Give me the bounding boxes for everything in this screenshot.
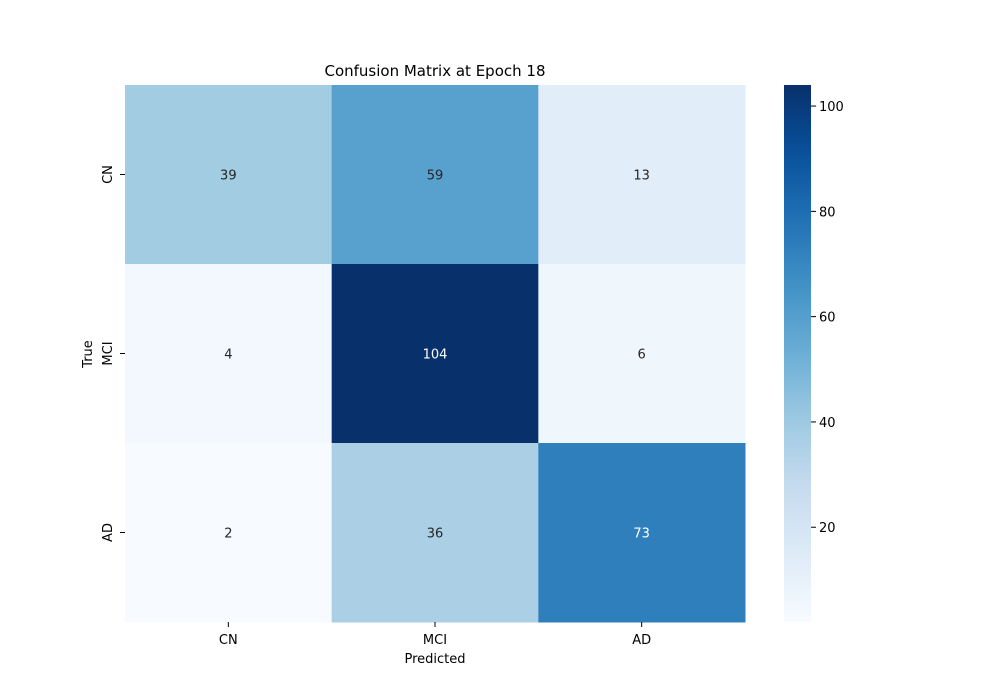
x-tick-label-mci: MCI [423, 633, 447, 648]
heatmap-cell-mci-mci [331, 264, 539, 444]
cell-value-label: 2 [224, 527, 232, 542]
y-tick-label-ad: AD [101, 523, 116, 542]
cell-value-label: 59 [427, 169, 444, 184]
y-axis-ticks: CN MCI AD [101, 165, 125, 542]
x-axis-ticks: CN MCI AD [219, 622, 651, 648]
colorbar-ticks: 20 40 60 80 100 [811, 100, 844, 536]
heatmap-cell-ad-ad [538, 443, 746, 623]
heatmap-cell-mci-cn [125, 264, 333, 444]
colorbar-tick-label: 60 [819, 311, 836, 326]
colorbar-tick-label: 80 [819, 205, 836, 220]
cell-value-label: 4 [224, 348, 232, 363]
x-axis-label: Predicted [404, 652, 465, 667]
colorbar-tick-label: 100 [819, 100, 844, 115]
heatmap-cell-labels: 39 59 13 4 104 6 2 36 73 [220, 169, 650, 542]
heatmap-cell-ad-cn [125, 443, 333, 623]
y-tick-label-mci: MCI [101, 341, 116, 365]
colorbar-tick-label: 20 [819, 521, 836, 536]
heatmap-cell-cn-ad [538, 85, 746, 265]
colorbar-tick-label: 40 [819, 416, 836, 431]
y-axis-label: True [81, 340, 96, 369]
y-tick-label-cn: CN [101, 165, 116, 184]
heatmap-cell-ad-mci [331, 443, 539, 623]
cell-value-label: 104 [423, 348, 448, 363]
colorbar [784, 85, 811, 622]
heatmap-cell-cn-cn [125, 85, 333, 265]
x-tick-label-ad: AD [632, 633, 651, 648]
heatmap-cells [125, 85, 746, 623]
cell-value-label: 13 [633, 169, 650, 184]
cell-value-label: 6 [638, 348, 646, 363]
heatmap-cell-mci-ad [538, 264, 746, 444]
cell-value-label: 73 [633, 527, 650, 542]
cell-value-label: 39 [220, 169, 237, 184]
x-tick-label-cn: CN [219, 633, 238, 648]
chart-title: Confusion Matrix at Epoch 18 [324, 62, 545, 80]
cell-value-label: 36 [427, 527, 444, 542]
heatmap-cell-cn-mci [331, 85, 539, 265]
